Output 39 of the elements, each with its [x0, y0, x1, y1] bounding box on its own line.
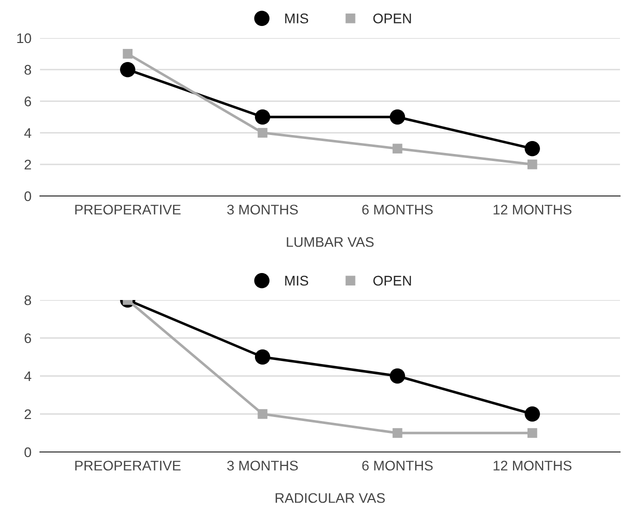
legend-label: OPEN [373, 276, 411, 286]
point [392, 428, 402, 438]
x-tick-label: 12 MONTHS [494, 204, 572, 215]
x-tick-label: 3 MONTHS [227, 204, 298, 215]
y-tick-label: 0 [24, 447, 32, 458]
point [392, 144, 402, 154]
point [390, 368, 406, 384]
x-tick-label: PREOPERATIVE [75, 460, 181, 471]
y-tick-label: 0 [24, 191, 32, 202]
point [527, 428, 538, 438]
x-tick-label: PREOPERATIVE [75, 204, 181, 215]
point [122, 48, 133, 59]
point [390, 109, 406, 125]
y-tick-label: 10 [17, 33, 32, 44]
x-tick-label: 3 MONTHS [227, 460, 298, 471]
x-axis-title: LUMBAR VAS [286, 237, 374, 247]
point [254, 349, 270, 365]
point [120, 62, 136, 78]
y-tick-label: 2 [24, 409, 31, 420]
legend-label: OPEN [373, 14, 411, 24]
y-tick-label: 4 [24, 128, 32, 138]
point [258, 409, 268, 419]
x-tick-label: 6 MONTHS [362, 460, 433, 471]
point [254, 109, 270, 125]
legend-label: MIS [285, 14, 308, 24]
point [524, 406, 540, 422]
y-tick-label: 8 [24, 295, 32, 306]
x-tick-label: 12 MONTHS [494, 460, 572, 471]
y-tick-label: 2 [24, 160, 31, 170]
y-tick-label: 8 [24, 64, 32, 75]
point [527, 160, 538, 170]
legend-label: MIS [285, 276, 308, 286]
y-tick-label: 6 [24, 96, 32, 106]
x-tick-label: 6 MONTHS [362, 204, 433, 215]
point [258, 128, 268, 138]
y-tick-label: 6 [24, 333, 32, 344]
y-tick-label: 4 [24, 371, 32, 382]
point [524, 140, 540, 156]
x-axis-title: RADICULAR VAS [276, 493, 385, 503]
